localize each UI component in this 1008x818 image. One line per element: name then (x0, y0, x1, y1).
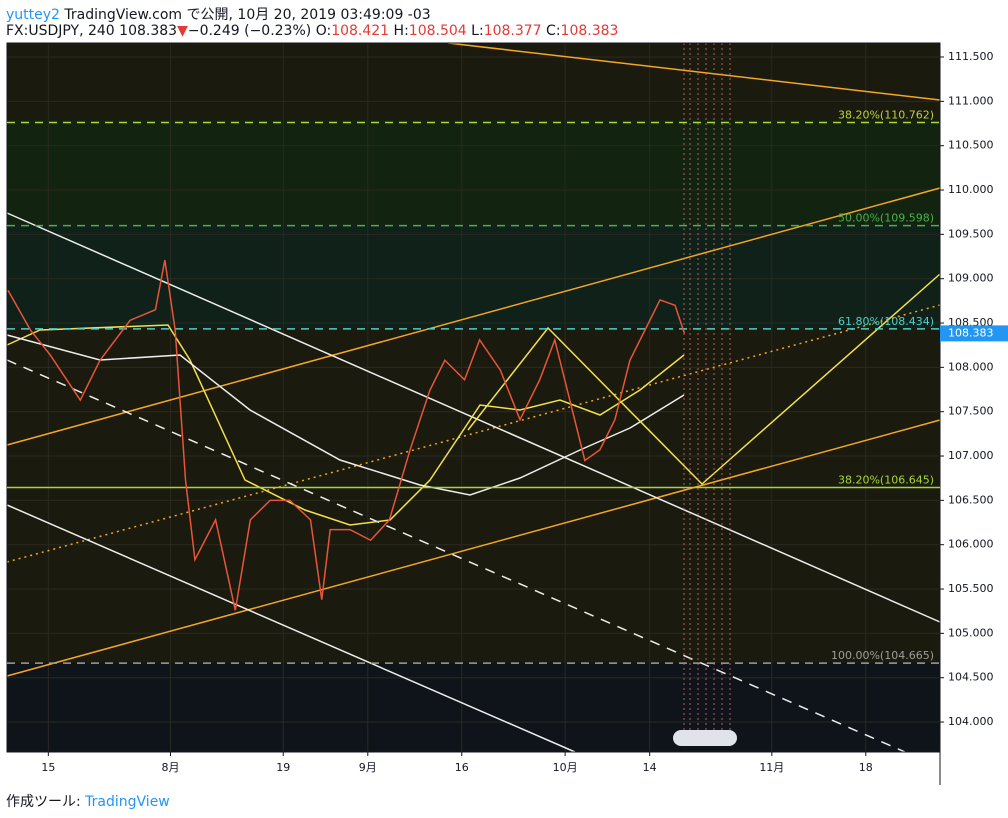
chart: 104.000 104.500 105.000 105.500 106.000 106.5… (6, 42, 1008, 785)
arrow: ▼ (177, 23, 188, 39)
y-tick-label: 104.500 (948, 671, 994, 684)
y-tick-label: 108.000 (948, 360, 994, 373)
low: 108.377 (483, 23, 542, 39)
channel-line (6, 212, 941, 623)
change: −0.249 (−0.23%) (187, 23, 312, 39)
header-line-1: yuttey2 TradingView.com で公開, 10月 20, 201… (6, 4, 431, 24)
fib-label: 100.00%(104.665) (831, 649, 934, 662)
footer: 作成ツール: TradingView (6, 791, 170, 811)
moving-average (6, 334, 685, 496)
price-line (7, 259, 686, 611)
trend-line (447, 42, 941, 101)
plot-frame (6, 42, 941, 753)
y-tick-label: 106.500 (948, 493, 994, 506)
y-tick-label: 109.500 (948, 227, 994, 240)
open: 108.421 (331, 23, 390, 39)
fib-label: 38.20%(106.645) (838, 473, 934, 486)
x-tick-label: 18 (859, 761, 873, 774)
x-tick-label: 14 (643, 761, 657, 774)
y-tick-label: 109.000 (948, 272, 994, 285)
low-label: L: (471, 23, 484, 39)
close: 108.383 (560, 23, 619, 39)
grid (7, 43, 940, 752)
x-tick-label: 19 (276, 761, 290, 774)
fib-label: 61.80%(108.434) (838, 315, 934, 328)
y-tick-label: 105.500 (948, 582, 994, 595)
high-label: H: (393, 23, 409, 39)
x-tick-label: 15 (41, 761, 55, 774)
trend-line (6, 187, 941, 446)
x-tick-label: 9月 (359, 761, 377, 774)
y-tick-label: 107.000 (948, 449, 994, 462)
y-tick-label: 106.000 (948, 538, 994, 551)
y-tick-label: 105.000 (948, 626, 994, 639)
close-label: C: (546, 23, 561, 39)
y-tick-label: 107.500 (948, 405, 994, 418)
last-price-box (940, 325, 1008, 342)
user[interactable]: yuttey2 (6, 7, 60, 23)
y-tick-label: 111.000 (948, 94, 994, 107)
high: 108.504 (408, 23, 467, 39)
event-badges[interactable] (673, 730, 737, 746)
fib-label: 50.00%(109.598) (838, 212, 934, 225)
published: TradingView.com で公開, 10月 20, 2019 03:49:… (64, 7, 431, 23)
x-tick-label: 8月 (161, 761, 179, 774)
fib-label: 38.20%(110.762) (838, 108, 934, 121)
y-tick-label: 110.000 (948, 183, 994, 196)
y-tick-label: 104.000 (948, 715, 994, 728)
drawings (6, 42, 941, 753)
symbol: FX:USDJPY, 240 108.383 (6, 23, 178, 39)
y-tick-label: 110.500 (948, 139, 994, 152)
brand[interactable]: TradingView (85, 794, 170, 810)
zone (7, 226, 940, 328)
y-tick-label: 111.500 (948, 50, 994, 63)
zone (7, 120, 940, 226)
last-price-label: 108.383 (948, 326, 994, 339)
made-with: 作成ツール: (6, 794, 81, 810)
channel-line (6, 504, 576, 753)
x-tick-label: 16 (455, 761, 469, 774)
channel-line (6, 359, 906, 753)
open-label: O: (315, 23, 332, 39)
trend-line (6, 419, 941, 677)
header-line-2: FX:USDJPY, 240 108.383▼−0.249 (−0.23%) O… (6, 23, 618, 39)
zigzag (467, 273, 941, 486)
x-tick-label: 10月 (553, 761, 578, 774)
x-tick-label: 11月 (759, 761, 784, 774)
